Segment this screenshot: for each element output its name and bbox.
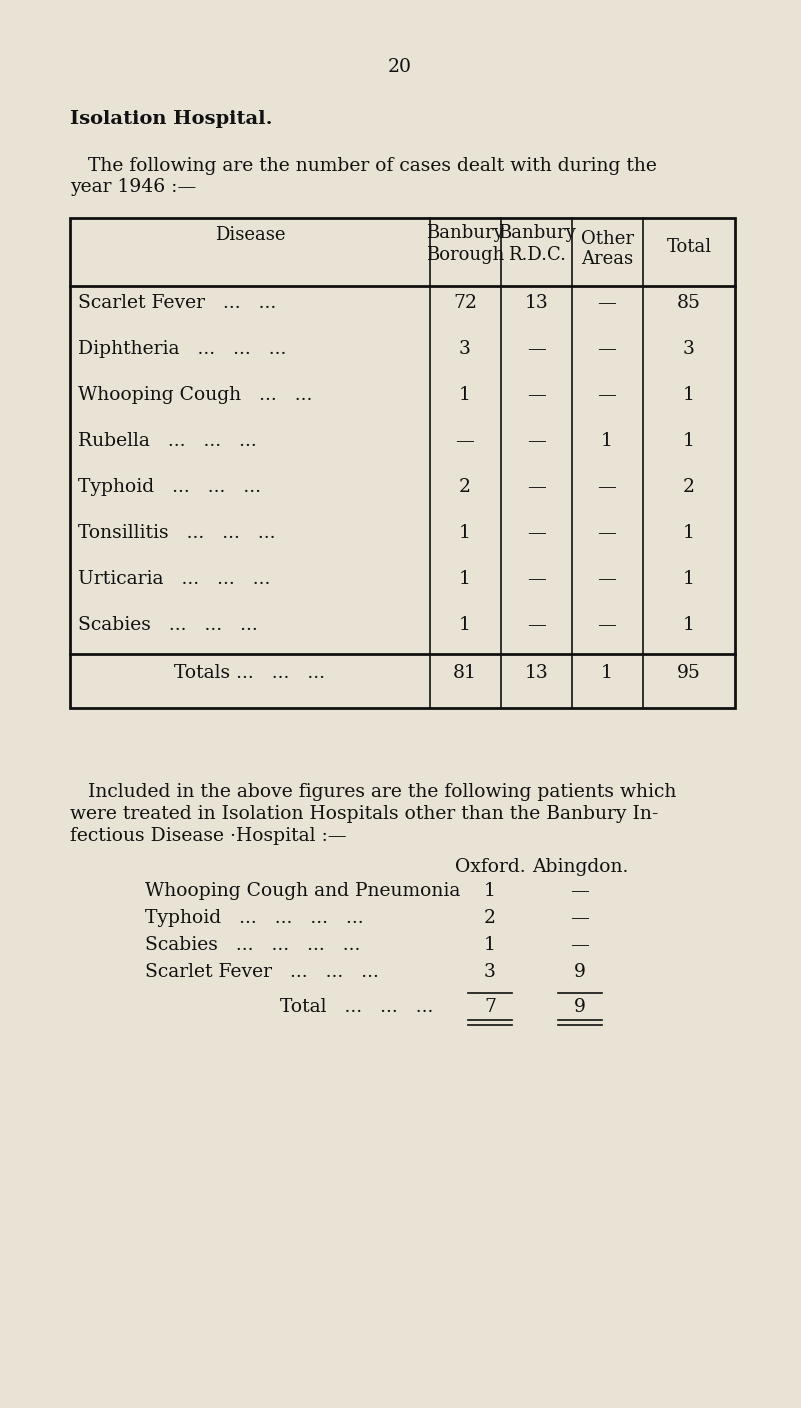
Text: Totals ...   ...   ...: Totals ... ... ... — [175, 665, 325, 681]
Text: 13: 13 — [525, 665, 549, 681]
Text: Whooping Cough and Pneumonia: Whooping Cough and Pneumonia — [145, 881, 461, 900]
Text: —: — — [598, 477, 617, 496]
Text: 1: 1 — [484, 881, 496, 900]
Text: The following are the number of cases dealt with during the: The following are the number of cases de… — [88, 158, 657, 175]
Text: 1: 1 — [683, 386, 695, 404]
Text: 1: 1 — [484, 936, 496, 955]
Text: 7: 7 — [484, 998, 496, 1017]
Text: Areas: Areas — [581, 251, 633, 268]
Text: 1: 1 — [601, 665, 613, 681]
Text: —: — — [598, 339, 617, 358]
Text: —: — — [598, 617, 617, 634]
Text: 3: 3 — [459, 339, 471, 358]
Text: —: — — [528, 617, 546, 634]
Text: 1: 1 — [683, 432, 695, 451]
Text: Scarlet Fever   ...   ...: Scarlet Fever ... ... — [78, 294, 276, 313]
Text: —: — — [598, 294, 617, 313]
Text: fectious Disease ·Hospital :—: fectious Disease ·Hospital :— — [70, 826, 347, 845]
Text: —: — — [456, 432, 474, 451]
Bar — [70, 218, 735, 708]
Text: Banbury: Banbury — [498, 224, 576, 242]
Text: Typhoid   ...   ...   ...: Typhoid ... ... ... — [78, 477, 261, 496]
Text: Oxford.: Oxford. — [455, 857, 525, 876]
Text: —: — — [598, 524, 617, 542]
Text: 1: 1 — [601, 432, 613, 451]
Text: Total: Total — [666, 238, 711, 256]
Text: 2: 2 — [459, 477, 471, 496]
Text: 1: 1 — [683, 617, 695, 634]
Text: 1: 1 — [683, 570, 695, 589]
Text: 3: 3 — [683, 339, 695, 358]
Text: Total   ...   ...   ...: Total ... ... ... — [280, 998, 433, 1017]
Text: 1: 1 — [459, 570, 471, 589]
Text: Abingdon.: Abingdon. — [532, 857, 628, 876]
Text: 1: 1 — [459, 617, 471, 634]
Text: 13: 13 — [525, 294, 549, 313]
Text: 1: 1 — [459, 386, 471, 404]
Text: Banbury: Banbury — [426, 224, 504, 242]
Text: —: — — [528, 524, 546, 542]
Text: —: — — [598, 570, 617, 589]
Text: Rubella   ...   ...   ...: Rubella ... ... ... — [78, 432, 257, 451]
Text: —: — — [528, 432, 546, 451]
Text: Included in the above figures are the following patients which: Included in the above figures are the fo… — [88, 783, 676, 801]
Text: 1: 1 — [683, 524, 695, 542]
Text: 72: 72 — [453, 294, 477, 313]
Text: —: — — [598, 386, 617, 404]
Text: 20: 20 — [388, 58, 412, 76]
Text: Whooping Cough   ...   ...: Whooping Cough ... ... — [78, 386, 312, 404]
Text: 85: 85 — [677, 294, 701, 313]
Text: —: — — [570, 881, 590, 900]
Text: —: — — [528, 477, 546, 496]
Text: R.D.C.: R.D.C. — [508, 246, 566, 265]
Text: were treated in Isolation Hospitals other than the Banbury In-: were treated in Isolation Hospitals othe… — [70, 805, 658, 824]
Text: Disease: Disease — [215, 227, 285, 244]
Text: Isolation Hospital.: Isolation Hospital. — [70, 110, 272, 128]
Text: Other: Other — [581, 230, 634, 248]
Text: Borough: Borough — [426, 246, 504, 265]
Text: Tonsillitis   ...   ...   ...: Tonsillitis ... ... ... — [78, 524, 276, 542]
Text: —: — — [528, 570, 546, 589]
Text: Typhoid   ...   ...   ...   ...: Typhoid ... ... ... ... — [145, 910, 364, 926]
Text: —: — — [570, 936, 590, 955]
Text: year 1946 :—: year 1946 :— — [70, 177, 196, 196]
Text: Urticaria   ...   ...   ...: Urticaria ... ... ... — [78, 570, 271, 589]
Text: Scabies   ...   ...   ...   ...: Scabies ... ... ... ... — [145, 936, 360, 955]
Text: 2: 2 — [683, 477, 695, 496]
Text: 9: 9 — [574, 998, 586, 1017]
Text: —: — — [528, 386, 546, 404]
Text: Diphtheria   ...   ...   ...: Diphtheria ... ... ... — [78, 339, 287, 358]
Text: —: — — [570, 910, 590, 926]
Text: Scabies   ...   ...   ...: Scabies ... ... ... — [78, 617, 258, 634]
Text: 2: 2 — [484, 910, 496, 926]
Text: 3: 3 — [484, 963, 496, 981]
Text: 95: 95 — [677, 665, 701, 681]
Text: 1: 1 — [459, 524, 471, 542]
Text: Scarlet Fever   ...   ...   ...: Scarlet Fever ... ... ... — [145, 963, 379, 981]
Text: 9: 9 — [574, 963, 586, 981]
Text: 81: 81 — [453, 665, 477, 681]
Text: —: — — [528, 339, 546, 358]
